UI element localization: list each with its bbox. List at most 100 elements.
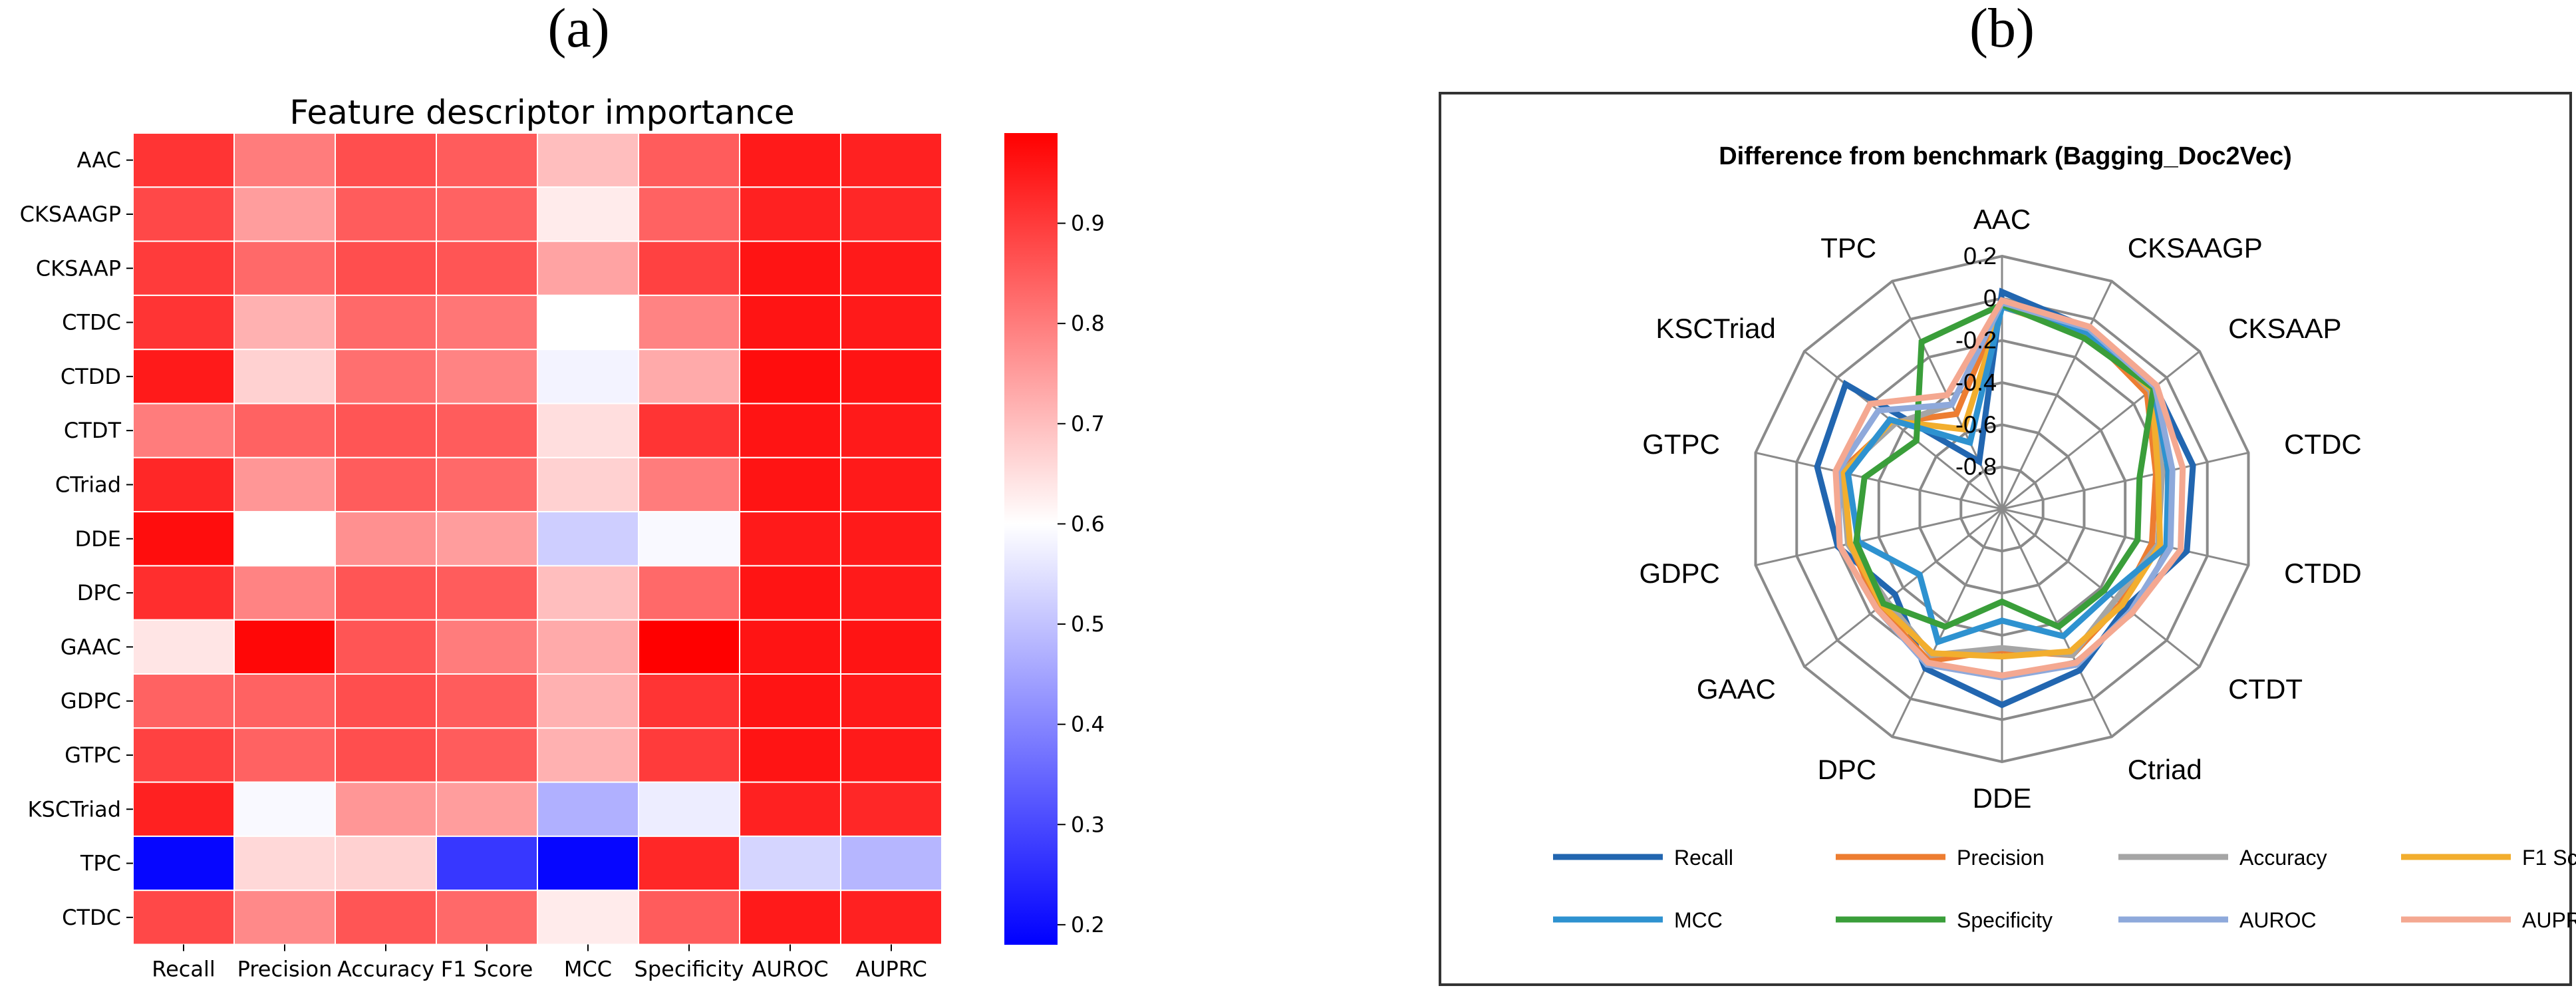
colorbar-ticks: 0.2 0.3 0.4 0.5 0.6 0.7 0.8 0.9 xyxy=(1058,211,1105,937)
heatmap-cell-ksctriad-12-f1-score xyxy=(436,781,538,837)
heatmap-cell-ctriad-6-mcc xyxy=(537,456,639,513)
heatmap-cell-ctriad-6-precision xyxy=(233,456,336,513)
radial-tick-label: -0.6 xyxy=(1955,411,1997,438)
heatmap-cell-ctdc-3-accuracy xyxy=(335,294,437,351)
heatmap-column-labels: Recall Precision Accuracy F1 Score MCC Specif… xyxy=(152,944,927,982)
heatmap-cell-aac-0-recall xyxy=(132,132,235,188)
colorbar-tick-label: 0.2 xyxy=(1071,912,1105,937)
legend-label-recall: Recall xyxy=(1674,846,1733,870)
heatmap-cell-cksaap-2-precision xyxy=(233,240,336,296)
heatmap-cell-tpc-13-f1-score xyxy=(436,835,538,892)
heatmap-cell-ctriad-6-auroc xyxy=(739,456,841,513)
heatmap-cell-dde-7-auprc xyxy=(840,511,942,567)
heatmap-cell-gdpc-10-auprc xyxy=(840,673,942,729)
heatmap-cell-ctdc-14-mcc xyxy=(537,890,639,945)
heatmap-cell-ctriad-6-recall xyxy=(132,456,235,513)
heatmap-cell-dpc-8-specificity xyxy=(638,565,740,621)
axis-label-ctdd-4: CTDD xyxy=(2284,558,2362,589)
row-label-ctdd-4: CTDD xyxy=(61,364,121,389)
heatmap-cell-gtpc-11-accuracy xyxy=(335,727,437,783)
heatmap-cell-tpc-13-precision xyxy=(233,835,336,892)
colorbar-tick-label: 0.3 xyxy=(1071,812,1105,837)
panel-b-label: (b) xyxy=(1969,0,2035,59)
heatmap-cell-ctdt-5-auroc xyxy=(739,403,841,458)
colorbar-tick-label: 0.6 xyxy=(1071,511,1105,536)
row-label-ctriad-6: CTriad xyxy=(55,472,121,497)
axis-label-tpc-13: TPC xyxy=(1820,232,1876,263)
axis-label-ctdc-3: CTDC xyxy=(2284,428,2362,460)
heatmap-cell-cksaap-2-f1-score xyxy=(436,240,538,296)
row-label-dpc-8: DPC xyxy=(77,580,121,605)
heatmap-cell-gdpc-10-auroc xyxy=(739,673,841,729)
heatmap-cell-gaac-9-auroc xyxy=(739,619,841,675)
heatmap-cell-aac-0-mcc xyxy=(537,132,639,188)
legend-label-auprc: AUPRC xyxy=(2522,908,2576,932)
row-label-ctdc-14: CTDC xyxy=(62,905,121,930)
heatmap-cell-ksctriad-12-auprc xyxy=(840,781,942,837)
col-label-accuracy: Accuracy xyxy=(337,957,434,982)
heatmap-cell-cksaap-2-recall xyxy=(132,240,235,296)
axis-label-dpc-8: DPC xyxy=(1818,754,1877,785)
heatmap-cell-ctriad-6-specificity xyxy=(638,456,740,513)
heatmap-cell-gtpc-11-recall xyxy=(132,727,235,783)
heatmap-cell-ksctriad-12-specificity xyxy=(638,781,740,837)
heatmap xyxy=(132,132,942,945)
row-label-ksctriad-12: KSCTriad xyxy=(28,796,121,822)
heatmap-cell-ctdt-5-specificity xyxy=(638,403,740,458)
heatmap-cell-ctdd-4-precision xyxy=(233,349,336,405)
heatmap-cell-cksaagp-1-auroc xyxy=(739,186,841,242)
heatmap-cell-ctdt-5-f1-score xyxy=(436,403,538,458)
heatmap-cell-dpc-8-mcc xyxy=(537,565,639,621)
heatmap-cell-gtpc-11-f1-score xyxy=(436,727,538,783)
heatmap-cell-cksaap-2-accuracy xyxy=(335,240,437,296)
heatmap-cell-gdpc-10-f1-score xyxy=(436,673,538,729)
colorbar-tick-label: 0.7 xyxy=(1071,411,1105,436)
axis-label-gtpc-11: GTPC xyxy=(1642,428,1720,460)
heatmap-cell-cksaagp-1-precision xyxy=(233,186,336,242)
row-label-ctdc-3: CTDC xyxy=(62,310,121,335)
heatmap-cell-cksaap-2-auprc xyxy=(840,240,942,296)
heatmap-cell-ctdc-14-recall xyxy=(132,890,235,945)
heatmap-cell-ctdc-3-precision xyxy=(233,294,336,351)
heatmap-cell-dde-7-precision xyxy=(233,511,336,567)
heatmap-cell-ctdt-5-recall xyxy=(132,403,235,458)
heatmap-cell-dde-7-accuracy xyxy=(335,511,437,567)
heatmap-cell-dpc-8-auroc xyxy=(739,565,841,621)
heatmap-cell-cksaagp-1-specificity xyxy=(638,186,740,242)
row-label-gtpc-11: GTPC xyxy=(65,743,121,768)
heatmap-cell-gdpc-10-accuracy xyxy=(335,673,437,729)
heatmap-cell-cksaap-2-mcc xyxy=(537,240,639,296)
legend-label-mcc: MCC xyxy=(1674,908,1723,932)
heatmap-cell-ctdc-14-f1-score xyxy=(436,890,538,945)
heatmap-cell-cksaagp-1-f1-score xyxy=(436,186,538,242)
row-label-tpc-13: TPC xyxy=(80,851,121,876)
heatmap-cell-dpc-8-accuracy xyxy=(335,565,437,621)
heatmap-cell-dde-7-auroc xyxy=(739,511,841,567)
heatmap-cell-ctdc-3-auroc xyxy=(739,294,841,351)
heatmap-cell-gdpc-10-recall xyxy=(132,673,235,729)
legend-label-f1-score: F1 Score xyxy=(2522,846,2576,870)
row-label-cksaap-2: CKSAAP xyxy=(36,255,121,281)
heatmap-cell-aac-0-f1-score xyxy=(436,132,538,188)
radar-legend: Recall Precision Accuracy F1 Score MCC Specif… xyxy=(1553,846,2576,932)
heatmap-cell-gaac-9-auprc xyxy=(840,619,942,675)
heatmap-cell-tpc-13-mcc xyxy=(537,835,639,892)
heatmap-cell-gaac-9-precision xyxy=(233,619,336,675)
radial-tick-label: -0.4 xyxy=(1955,369,1997,396)
radial-tick-label: 0 xyxy=(1983,284,1997,311)
heatmap-cell-gdpc-10-mcc xyxy=(537,673,639,729)
heatmap-cell-gtpc-11-auprc xyxy=(840,727,942,783)
heatmap-cell-ksctriad-12-accuracy xyxy=(335,781,437,837)
heatmap-cell-cksaagp-1-accuracy xyxy=(335,186,437,242)
heatmap-cell-gtpc-11-mcc xyxy=(537,727,639,783)
series-line-auprc xyxy=(1832,297,2186,679)
heatmap-cell-ksctriad-12-recall xyxy=(132,781,235,837)
heatmap-cell-ctdc-3-mcc xyxy=(537,294,639,351)
colorbar-tick-label: 0.5 xyxy=(1071,611,1105,637)
heatmap-cell-ctdt-5-accuracy xyxy=(335,403,437,458)
radar-spoke xyxy=(2001,350,2201,510)
heatmap-cell-cksaagp-1-mcc xyxy=(537,186,639,242)
heatmap-cell-ctriad-6-accuracy xyxy=(335,456,437,513)
heatmap-cell-cksaap-2-auroc xyxy=(739,240,841,296)
